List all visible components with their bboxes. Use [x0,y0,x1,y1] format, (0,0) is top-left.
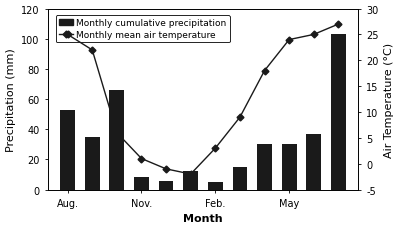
Bar [282,145,296,190]
X-axis label: Month: Month [183,213,223,224]
Bar [232,167,247,190]
Y-axis label: Air Temperature (°C): Air Temperature (°C) [384,42,394,157]
Bar [331,35,346,190]
Bar [134,178,149,190]
Bar [208,182,223,190]
Bar [306,134,321,190]
Bar [60,110,75,190]
Bar [257,145,272,190]
Y-axis label: Precipitation (mm): Precipitation (mm) [6,48,16,151]
Bar [110,91,124,190]
Bar [85,137,100,190]
Bar [183,172,198,190]
Bar [159,181,174,190]
Legend: Monthly cumulative precipitation, Monthly mean air temperature: Monthly cumulative precipitation, Monthl… [56,16,230,43]
